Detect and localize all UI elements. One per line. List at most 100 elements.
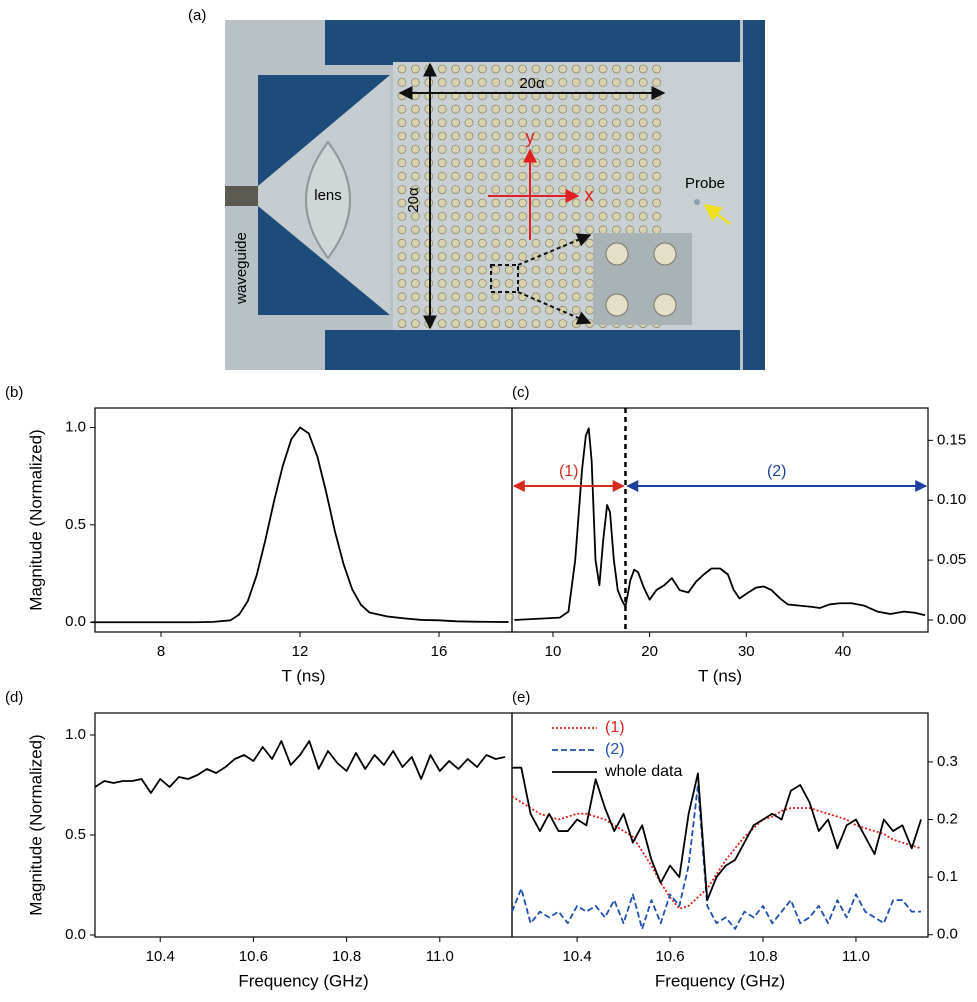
pillar (464, 278, 474, 288)
pillar (437, 225, 447, 235)
pillar (518, 104, 527, 114)
pillar (410, 64, 420, 74)
pillar (625, 64, 635, 74)
x-tick-label: 10.8 (748, 948, 777, 965)
plot-frame (94, 407, 513, 633)
pillar (504, 144, 514, 154)
pillar (638, 144, 648, 154)
pillar (531, 104, 541, 114)
pillar (558, 278, 568, 288)
pillar (531, 238, 541, 248)
plot-frame (94, 712, 513, 938)
y-tick-label: 0.05 (937, 551, 966, 568)
pillar (477, 171, 487, 181)
y-tick-label: 1.0 (65, 726, 86, 743)
pillar (545, 158, 554, 168)
pillar (571, 144, 581, 154)
pillar (477, 319, 487, 329)
pillar (397, 185, 407, 195)
pillar (612, 185, 621, 195)
pillar (571, 305, 581, 315)
pillar (464, 171, 474, 181)
pillar (504, 198, 514, 208)
pillar (652, 171, 661, 181)
pillar (437, 211, 447, 221)
y-tick-label: 0.15 (937, 431, 966, 448)
pillar (477, 78, 487, 87)
pillar (451, 104, 461, 114)
pillar (625, 211, 635, 221)
pillar (451, 319, 461, 329)
pillar (424, 198, 434, 208)
legend-label: whole data (604, 763, 682, 780)
pillar (545, 131, 554, 141)
pillar (504, 278, 514, 288)
x-tick-label: 10.4 (562, 948, 591, 965)
pillar (625, 144, 635, 154)
pillar (558, 265, 568, 275)
pillar (612, 64, 621, 74)
pillar (625, 198, 635, 208)
inset-pillar (605, 242, 629, 266)
pillar (545, 171, 554, 181)
pillar (451, 171, 461, 181)
pillar (625, 171, 635, 181)
pillar (585, 104, 594, 114)
pillar (558, 131, 568, 141)
pillar (410, 305, 420, 315)
zoom-box (490, 264, 519, 293)
plot-frame (511, 407, 929, 633)
series-line (511, 784, 922, 930)
pillar (491, 278, 501, 288)
pillar (410, 198, 420, 208)
pillar (397, 292, 407, 302)
pillar (397, 64, 407, 74)
pillar (638, 211, 648, 221)
y-tick-label: 0.3 (937, 753, 958, 770)
pillar (504, 64, 514, 74)
inset-pillar (653, 242, 677, 266)
pillar (397, 131, 407, 141)
pillar (504, 305, 514, 315)
pillar (612, 144, 621, 154)
pillar (545, 252, 554, 262)
pillar (397, 144, 407, 154)
pillar (464, 185, 474, 195)
pillar (571, 158, 581, 168)
pillar (545, 78, 554, 87)
pillar (437, 238, 447, 248)
pillar (558, 144, 568, 154)
pillar (491, 64, 501, 74)
pillar (397, 238, 407, 248)
pillar (598, 225, 608, 235)
width-label: 20α (519, 75, 545, 92)
pillar (598, 211, 608, 221)
pillar (451, 252, 461, 262)
pillar (437, 198, 447, 208)
pillar (424, 292, 434, 302)
waveguide-label: waveguide (233, 232, 250, 305)
pillar (437, 131, 447, 141)
pillar (464, 78, 474, 87)
pillar (451, 185, 461, 195)
legend-label: (1) (605, 719, 625, 736)
pillar (464, 64, 474, 74)
pillar (585, 238, 594, 248)
pillar (464, 211, 474, 221)
panel-label: (e) (512, 689, 530, 706)
pillar (625, 185, 635, 195)
pillar (638, 225, 648, 235)
pillar (531, 131, 541, 141)
height-label: 20α (405, 187, 422, 213)
pillar (424, 319, 434, 329)
pillar (652, 198, 661, 208)
pillar (424, 278, 434, 288)
pillar (518, 252, 527, 262)
pillar (491, 185, 501, 195)
pillar (504, 265, 514, 275)
pillar (464, 131, 474, 141)
pillar (397, 118, 407, 127)
x-tick-label: 10.8 (332, 948, 361, 965)
zoom-line (517, 233, 592, 266)
pillar (464, 104, 474, 114)
